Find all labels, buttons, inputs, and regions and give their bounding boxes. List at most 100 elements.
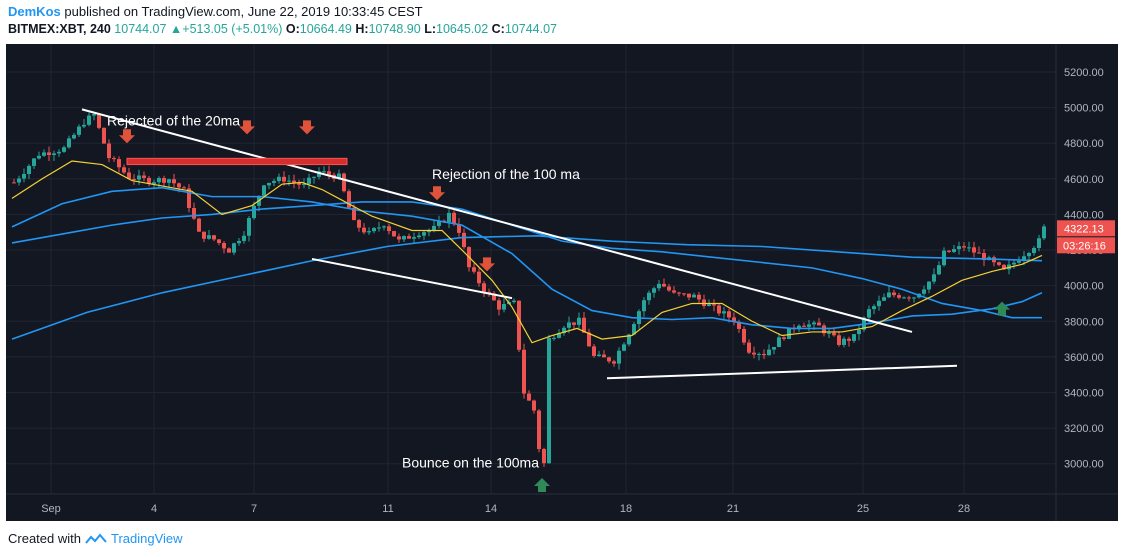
sell-arrow-icon (479, 257, 495, 272)
candle-body (217, 239, 221, 244)
candle-body (822, 325, 826, 334)
candle-body (177, 183, 181, 188)
candle-body (612, 361, 616, 364)
candle-body (802, 325, 806, 327)
candle-body (952, 249, 956, 252)
candle-body (732, 317, 736, 322)
chart-frame[interactable] (6, 44, 1118, 521)
buy-arrow-icon (994, 301, 1010, 316)
x-tick-label: 28 (958, 503, 970, 515)
candle-body (192, 207, 196, 219)
candle-body (212, 235, 216, 240)
candle-body (337, 173, 341, 179)
candle-body (317, 171, 321, 177)
candle-body (22, 173, 26, 179)
candle-body (737, 321, 741, 329)
candle-body (892, 292, 896, 296)
candle-body (832, 332, 836, 336)
y-tick-label: 4400.00 (1064, 209, 1104, 221)
candle-body (762, 353, 766, 356)
candle-body (477, 271, 481, 284)
candle-body (347, 191, 351, 208)
close-value: 10744.07 (504, 22, 557, 36)
tradingview-brand[interactable]: TradingView (110, 531, 183, 546)
candle-body (342, 173, 346, 192)
published-text: published on TradingView.com, June 22, 2… (64, 4, 423, 19)
ma200-line (11, 235, 1043, 340)
candle-body (62, 147, 66, 152)
candle-body (52, 153, 56, 155)
candle-body (947, 250, 951, 252)
x-tick-label: 14 (485, 503, 497, 515)
price-chart[interactable]: Rejected of the 20ma Rejection of the 100… (6, 44, 1118, 521)
candle-body (132, 178, 136, 180)
candle-body (937, 265, 941, 275)
candle-body (957, 246, 961, 250)
candle-body (587, 332, 591, 347)
candle-body (502, 304, 506, 310)
candle-body (367, 231, 371, 233)
candle-body (542, 449, 546, 464)
candle-body (657, 283, 661, 289)
candle-body (72, 134, 76, 139)
candle-body (202, 231, 206, 239)
candle-body (92, 113, 96, 116)
sell-arrow-icon (119, 129, 135, 144)
candle-body (272, 181, 276, 183)
candle-body (122, 167, 126, 173)
x-tick-label: 25 (857, 503, 869, 515)
candle-body (147, 177, 151, 184)
candle-body (462, 232, 466, 248)
candle-body (827, 332, 831, 334)
candle-body (932, 274, 936, 282)
publish-line: DemKos published on TradingView.com, Jun… (8, 4, 423, 19)
candle-body (142, 175, 146, 178)
candle-body (1027, 252, 1031, 257)
candle-body (352, 207, 356, 221)
candle-body (962, 246, 966, 248)
price-tag-box (1057, 220, 1115, 237)
candle-body (712, 304, 716, 306)
candle-body (567, 322, 571, 328)
descending-trendline (81, 108, 913, 333)
candle-body (412, 237, 416, 239)
candle-body (422, 232, 426, 236)
candle-body (242, 235, 246, 241)
moving-averages (11, 160, 1043, 344)
low-value: 10645.02 (436, 22, 489, 36)
up-triangle-icon: ▲ (169, 22, 183, 36)
candle-body (562, 327, 566, 334)
candle-body (127, 172, 131, 179)
candle-body (1017, 260, 1021, 263)
candle-body (912, 297, 916, 299)
candle-body (817, 322, 821, 326)
candle-body (852, 334, 856, 341)
support-line (606, 364, 958, 380)
candle-body (532, 400, 536, 411)
y-tick-label: 3000.00 (1064, 459, 1104, 471)
candle-body (222, 243, 226, 249)
candle-body (227, 248, 231, 253)
price-tag-label: 4322.13 (1064, 223, 1104, 235)
candle-body (787, 327, 791, 339)
close-label: C: (491, 22, 505, 36)
candle-body (27, 165, 31, 174)
countdown-label: 03:26:16 (1063, 240, 1106, 252)
candle-body (287, 180, 291, 182)
candle-body (112, 158, 116, 160)
candle-body (867, 309, 871, 318)
candle-body (592, 346, 596, 356)
candle-body (452, 212, 456, 225)
sell-arrow-icon (239, 120, 255, 135)
sell-arrow-icon (429, 186, 445, 201)
candle-body (447, 212, 451, 223)
buy-arrow-icon (534, 477, 550, 492)
candle-body (402, 236, 406, 240)
candle-body (927, 281, 931, 290)
y-tick-label: 3600.00 (1064, 352, 1104, 364)
candle-body (277, 176, 281, 182)
candle-body (842, 338, 846, 345)
author-name[interactable]: DemKos (8, 4, 61, 19)
candle-body (617, 350, 621, 364)
candle-body (922, 289, 926, 294)
